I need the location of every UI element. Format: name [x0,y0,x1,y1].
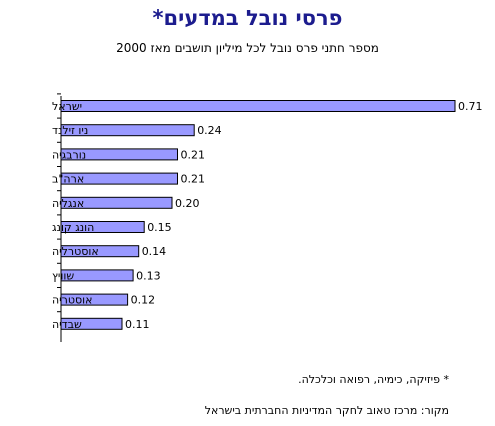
bar-0 [60,100,456,112]
category-label-1: ניו זילנד [52,124,88,137]
category-label-5: הונג קונג [52,221,94,234]
value-label-6: 0.14 [142,245,167,258]
value-label-7: 0.13 [136,269,161,282]
value-label-1: 0.24 [197,124,222,137]
category-label-2: נורבגיה [52,148,86,161]
category-label-7: שוויץ [52,269,74,282]
bars-group: 0.71 ישראל 0.24 ניו זילנד 0.21 נורבגיה 0.21 ארה… [52,93,483,331]
category-label-4: אנגליה [52,197,84,210]
footnote: * פיזיקה, כימיה, רפואה וכלכלה. [298,373,449,386]
value-label-0: 0.71 [458,100,483,113]
bar-5 [60,221,145,233]
bar-8 [60,293,129,306]
bar-3 [60,172,178,185]
chart-subtitle: מספר חתני פרס נובל לכל מיליון תושבים מאז… [116,41,379,55]
category-label-9: שבדיה [52,318,82,331]
bar-7 [60,269,134,282]
value-label-3: 0.21 [181,173,206,186]
bar-2 [60,148,178,161]
bar-6 [60,245,140,258]
bar-1 [60,124,195,137]
category-label-6: אוסטרליה [52,245,99,258]
value-label-8: 0.12 [131,294,156,307]
category-label-0: ישראל [52,100,82,113]
category-label-3: ארה"ב [52,173,84,186]
bar-4 [60,196,173,209]
value-label-2: 0.21 [181,148,206,161]
category-label-8: אוסטריה [52,294,92,307]
chart-title: פרסי נובל במדעים* [152,6,343,30]
bar-9 [60,317,123,330]
value-label-9: 0.11 [125,318,150,331]
source-note: מקור: מרכז טאוב לחקר המדיניות החברתית בי… [204,404,449,417]
value-label-4: 0.20 [175,197,200,210]
value-label-5: 0.15 [147,221,172,234]
